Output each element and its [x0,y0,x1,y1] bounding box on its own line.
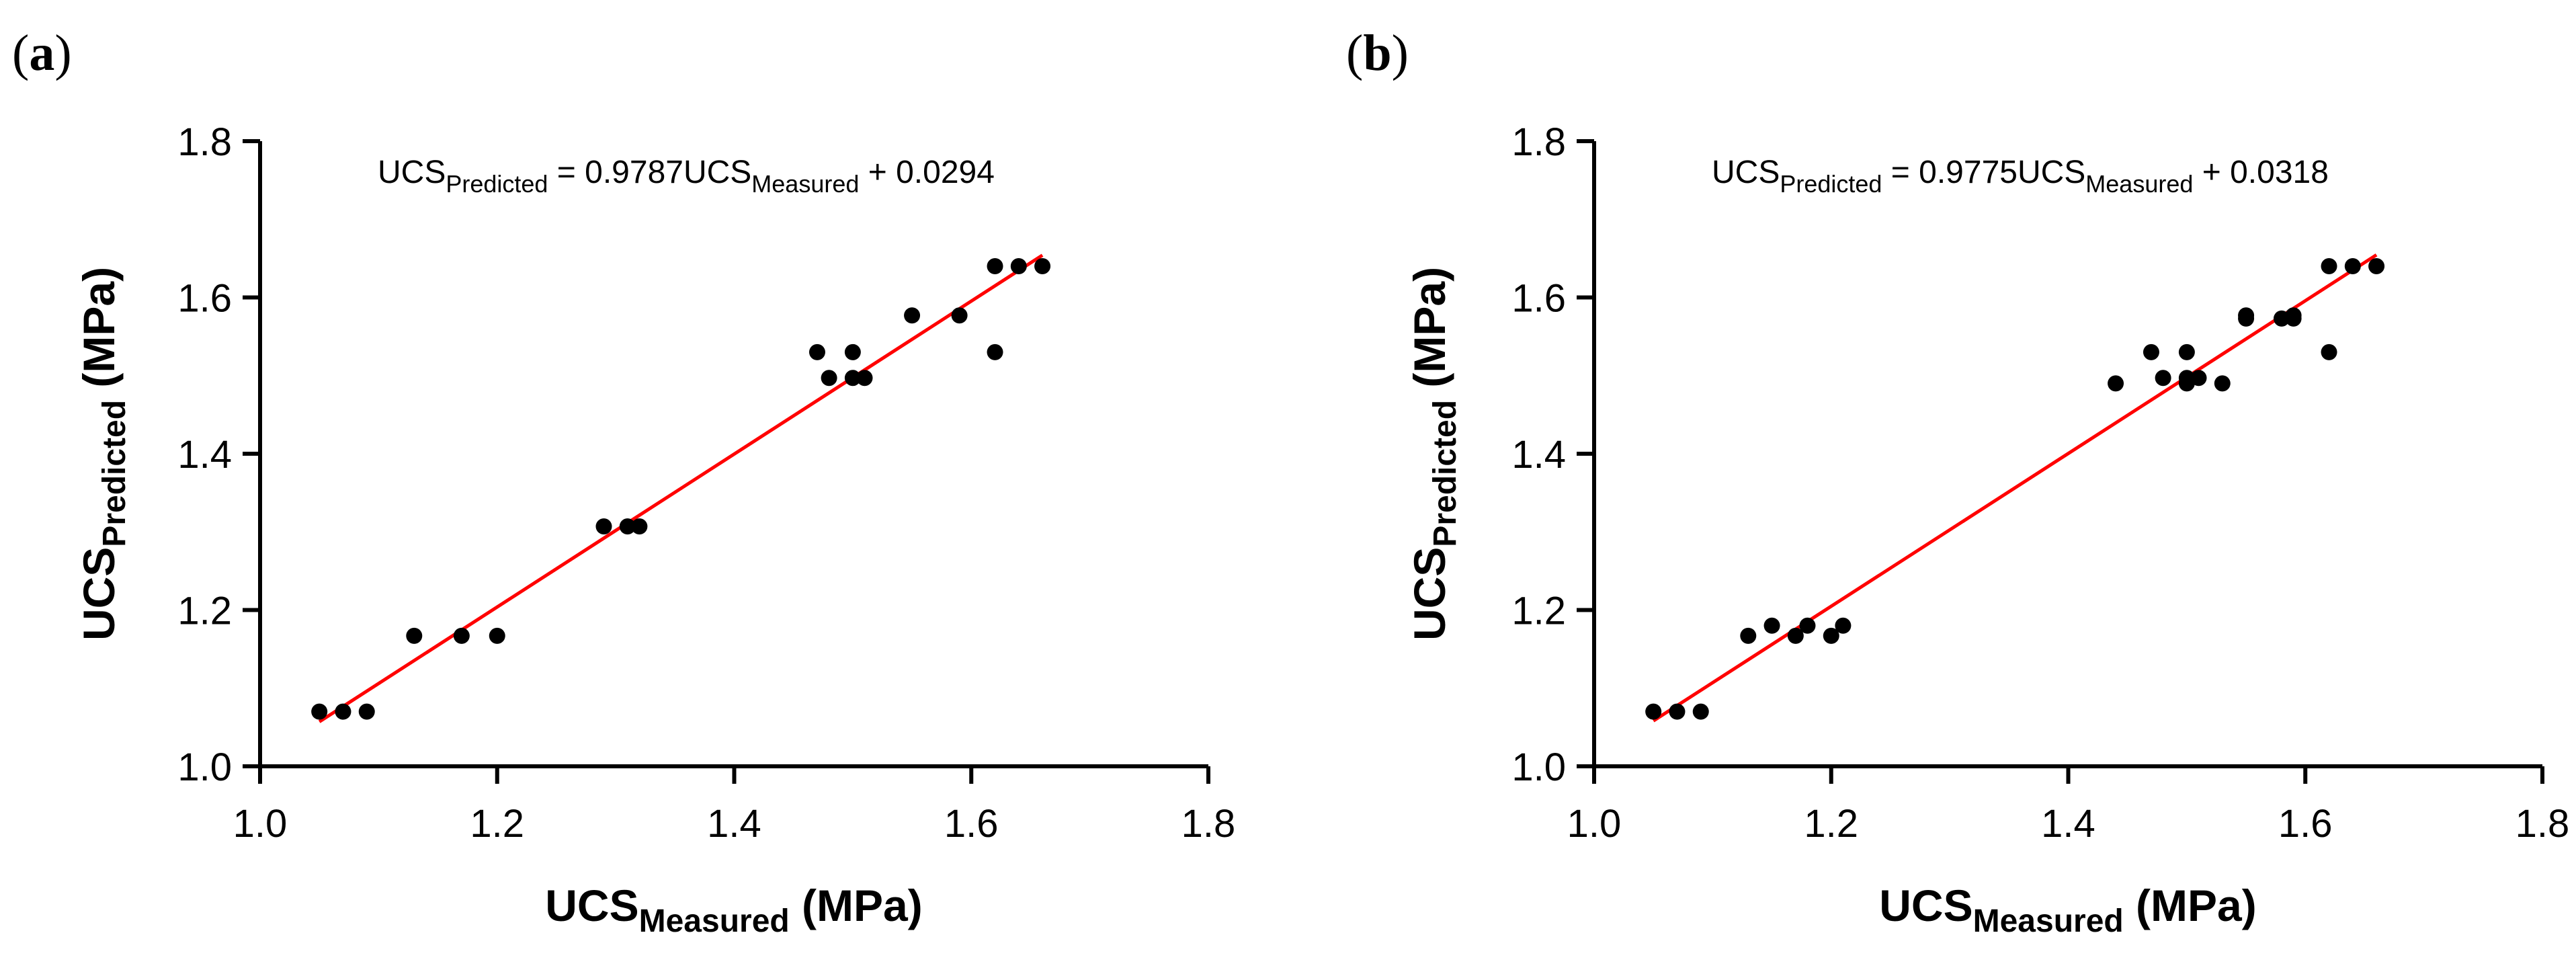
data-point [2285,307,2302,324]
data-point [2190,370,2207,387]
data-point [2214,375,2231,392]
x-tick-label: 1.8 [1181,802,1236,846]
data-point [358,703,375,720]
data-point [1835,617,1852,634]
data-point [987,258,1003,274]
y-tick-label: 1.2 [177,590,232,633]
panel-label: (b) [1346,25,1409,81]
data-point [951,307,968,324]
y-ticks: 1.0 1.2 1.4 1.6 1.8 [1511,120,1594,789]
data-point [844,370,861,387]
data-point [808,343,825,360]
data-point [453,627,470,644]
data-point [1740,627,1757,644]
regression-equation: UCSPredicted = 0.9775UCSMeasured + 0.031… [1712,155,2329,198]
data-points [1645,258,2385,720]
data-point [2321,258,2337,274]
y-tick-label: 1.0 [1511,745,1566,789]
x-tick-label: 1.6 [944,802,999,846]
y-tick-label: 1.8 [177,120,232,164]
data-point [1823,627,1839,644]
x-tick-label: 1.4 [2041,802,2095,846]
data-point [1692,703,1709,720]
y-tick-label: 1.6 [1511,277,1566,321]
x-tick-label: 1.4 [707,802,761,846]
data-point [2344,258,2361,274]
data-point [821,370,837,387]
x-tick-label: 1.2 [1804,802,1858,846]
y-tick-label: 1.6 [177,277,232,321]
panel-a: (a) UCSPredicted = 0.9787UCSMeasured + 0… [12,25,1235,939]
x-tick-label: 1.0 [1567,802,1622,846]
data-point [619,518,636,535]
data-point [856,370,873,387]
y-tick-label: 1.4 [177,433,232,477]
x-tick-label: 1.6 [2278,802,2333,846]
data-point [311,703,328,720]
data-point [2155,370,2171,387]
x-tick-label: 1.2 [470,802,524,846]
data-point [1763,617,1780,634]
panel-label: (a) [12,25,72,81]
y-tick-label: 1.0 [177,745,232,789]
data-point [2108,375,2124,392]
x-tick-label: 1.0 [233,802,288,846]
data-point [595,518,612,535]
data-point [489,627,505,644]
y-ticks: 1.0 1.2 1.4 1.6 1.8 [177,120,260,789]
x-tick-label: 1.8 [2516,802,2570,846]
panel-b: (b) UCSPredicted = 0.9775UCSMeasured + 0… [1346,25,2569,939]
data-point [406,627,423,644]
data-point [904,307,921,324]
regression-equation: UCSPredicted = 0.9787UCSMeasured + 0.029… [378,155,995,198]
data-point [1645,703,1662,720]
data-point [2321,343,2337,360]
data-points [311,258,1051,720]
y-tick-label: 1.8 [1511,120,1566,164]
data-point [844,343,861,360]
regression-line [318,253,1044,723]
fit-line-group [318,253,1044,723]
y-axis-title: UCSPredicted (MPa) [74,267,132,641]
data-point [2368,258,2385,274]
data-point [987,343,1003,360]
data-point [1669,703,1686,720]
data-point [631,518,648,535]
data-point [1787,627,1804,644]
data-point [1034,258,1051,274]
data-point [335,703,351,720]
y-axis-title: UCSPredicted (MPa) [1405,267,1463,641]
data-point [2143,343,2159,360]
fit-line-group [1652,253,2378,723]
data-point [2178,370,2195,387]
x-axis-title: UCSMeasured (MPa) [1879,881,2256,939]
x-ticks: 1.0 1.2 1.4 1.6 1.8 [1567,766,2570,846]
x-axis-title: UCSMeasured (MPa) [545,881,922,939]
data-point [2178,343,2195,360]
data-point [1010,258,1027,274]
y-tick-label: 1.2 [1511,590,1566,633]
regression-line [1652,253,2378,723]
y-tick-label: 1.4 [1511,433,1566,477]
data-point [1799,617,1816,634]
x-ticks: 1.0 1.2 1.4 1.6 1.8 [233,766,1236,846]
data-point [2238,307,2255,324]
